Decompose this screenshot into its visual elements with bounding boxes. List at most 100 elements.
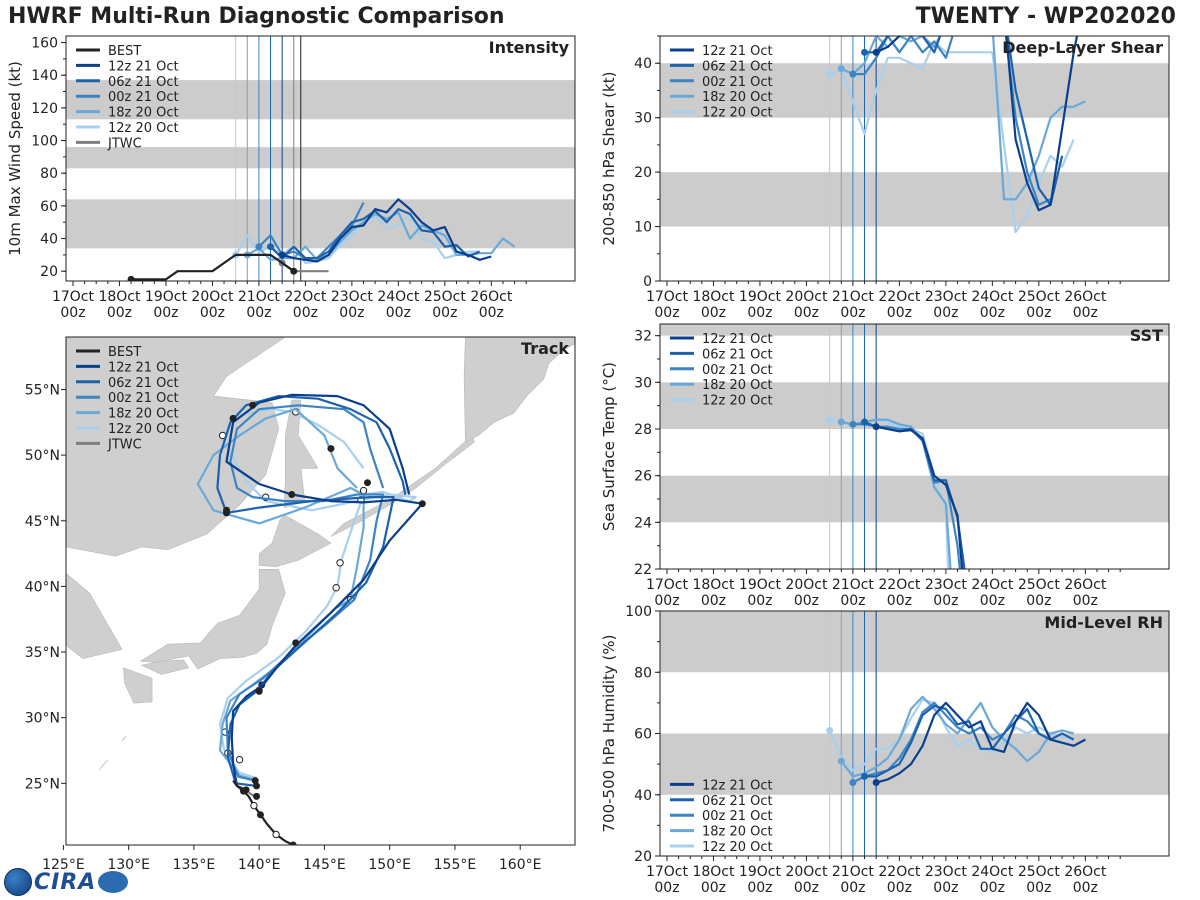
- series-start-marker: [849, 70, 857, 78]
- x-tick-label: 145°E: [303, 857, 346, 873]
- y-tick-label: 50°N: [25, 448, 60, 464]
- track-marker-open: [359, 486, 368, 495]
- panel-title: Intensity: [489, 38, 570, 57]
- x-tick-label: 160°E: [499, 857, 542, 873]
- x-tick-label-date: 19Oct: [145, 289, 188, 305]
- x-tick-label-hour: 00z: [747, 305, 772, 321]
- y-tick-label: 30°N: [25, 711, 60, 727]
- x-tick-label-hour: 00z: [887, 305, 912, 321]
- x-tick-label-hour: 00z: [1026, 880, 1051, 896]
- threshold-band: [660, 172, 1169, 227]
- track-marker-open: [235, 755, 244, 764]
- series-start-marker: [837, 65, 845, 73]
- y-tick-label: 40: [634, 788, 652, 804]
- page-title: HWRF Multi-Run Diagnostic Comparison: [8, 4, 505, 29]
- plot-area: [660, 611, 1169, 856]
- y-tick-label: 140: [31, 68, 58, 84]
- x-tick-label-hour: 00z: [1026, 305, 1051, 321]
- x-tick-label-hour: 00z: [701, 593, 726, 609]
- x-tick-label-date: 21Oct: [832, 289, 875, 305]
- x-tick-label-date: 26Oct: [1064, 289, 1107, 305]
- panel-rh: 2040608010017Oct00z18Oct00z19Oct00z20Oct…: [600, 604, 1170, 896]
- x-tick-label: 135°E: [173, 857, 216, 873]
- y-tick-label: 10: [634, 220, 652, 236]
- x-tick-label-hour: 00z: [432, 305, 457, 321]
- y-tick-label: 120: [31, 101, 58, 117]
- legend-label: 12z 20 Oct: [108, 422, 179, 437]
- axes-frame: [659, 323, 1170, 570]
- x-tick-label-date: 23Oct: [331, 289, 374, 305]
- x-tick-label-hour: 00z: [200, 305, 225, 321]
- x-tick-label-date: 22Oct: [284, 289, 327, 305]
- legend-label: 18z 20 Oct: [702, 378, 773, 393]
- panel-title: Mid-Level RH: [1044, 613, 1163, 632]
- legend-label: JTWC: [107, 136, 142, 151]
- track-marker-closed: [253, 792, 261, 800]
- series-start-marker: [872, 779, 880, 786]
- series-line: [840, 695, 1074, 778]
- plot-area: [66, 36, 575, 281]
- x-tick-label-hour: 00z: [794, 593, 819, 609]
- track-marker-closed: [363, 479, 371, 487]
- x-tick-label-date: 18Oct: [98, 289, 141, 305]
- series-marker: [290, 267, 298, 275]
- cira-logo: CIRA: [4, 866, 129, 898]
- x-tick-label-hour: 00z: [293, 305, 318, 321]
- series-line: [131, 253, 295, 281]
- threshold-band: [66, 80, 575, 120]
- track-marker-open: [250, 801, 258, 810]
- storm-id-title: TWENTY - WP202020: [915, 4, 1176, 29]
- series-start-marker: [861, 418, 869, 426]
- panel-track: 125°E 130°E 135°E 140°E 145°E 150°E 155°E 160°E…: [9, 336, 576, 873]
- legend-label: 00z 21 Oct: [108, 90, 179, 105]
- x-tick-label-date: 25Oct: [1018, 577, 1061, 593]
- legend-label: 06z 21 Oct: [108, 75, 179, 90]
- track-marker-closed: [292, 639, 300, 647]
- y-tick-label: 40: [634, 56, 652, 72]
- y-tick-label: 40: [40, 232, 58, 248]
- series-line: [281, 198, 492, 263]
- x-tick-label-date: 21Oct: [238, 289, 281, 305]
- threshold-band: [660, 475, 1169, 523]
- x-tick-label-hour: 00z: [840, 593, 865, 609]
- x-tick-label-date: 23Oct: [925, 289, 968, 305]
- series-start-marker: [127, 275, 135, 281]
- series-line: [875, 701, 1086, 784]
- threshold-band: [66, 147, 575, 169]
- x-tick-label: 140°E: [238, 857, 281, 873]
- land-mass: [463, 337, 575, 443]
- track-line: [218, 408, 417, 780]
- y-tick-label: 30: [634, 111, 652, 127]
- x-tick-label: 155°E: [434, 857, 477, 873]
- x-tick-label-hour: 00z: [339, 305, 364, 321]
- x-tick-label: 130°E: [107, 857, 150, 873]
- land-mass: [66, 337, 286, 557]
- x-tick-label-hour: 00z: [747, 880, 772, 896]
- y-tick-label: 80: [40, 166, 58, 182]
- y-tick-label: 32: [634, 329, 652, 345]
- x-tick-label-date: 24Oct: [971, 577, 1014, 593]
- series-line: [840, 36, 1086, 201]
- land-mass: [139, 569, 286, 670]
- x-tick-label-hour: 00z: [887, 593, 912, 609]
- x-tick-label-date: 26Oct: [1064, 577, 1107, 593]
- x-tick-label-hour: 00z: [386, 305, 411, 321]
- land-mass: [258, 515, 332, 568]
- x-tick-label-date: 19Oct: [739, 864, 782, 880]
- track-marker-closed: [418, 500, 426, 508]
- x-tick-label-hour: 00z: [1026, 593, 1051, 609]
- x-tick-label-hour: 00z: [654, 305, 679, 321]
- x-tick-label-date: 21Oct: [832, 577, 875, 593]
- legend-label: 12z 21 Oct: [702, 778, 773, 793]
- track-marker-closed: [249, 401, 257, 409]
- series-start-marker: [872, 423, 880, 431]
- x-tick-label-hour: 00z: [479, 305, 504, 321]
- track-marker-closed: [289, 841, 297, 845]
- x-tick-label-date: 20Oct: [785, 289, 828, 305]
- panel-intensity: 2040608010012014016017Oct00z18Oct00z19Oc…: [6, 35, 576, 321]
- legend-label: 06z 21 Oct: [108, 376, 179, 391]
- satellite-badge-icon: [98, 871, 129, 893]
- map-area: [9, 337, 575, 845]
- land-mass: [9, 781, 25, 823]
